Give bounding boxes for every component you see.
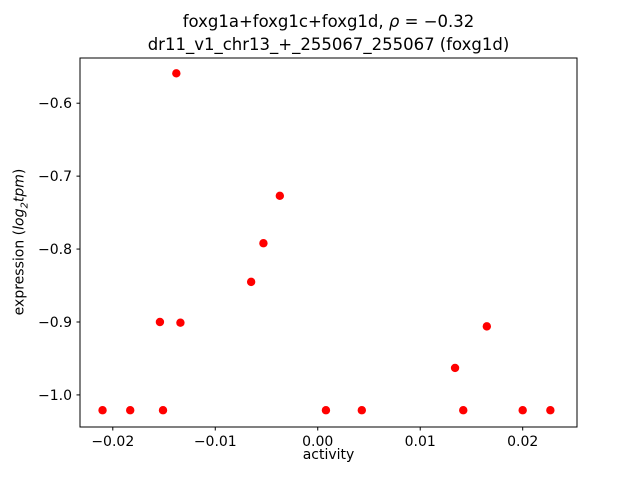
scatter-point: [459, 406, 468, 415]
y-tick-label: −0.8: [38, 242, 72, 258]
scatter-point: [357, 406, 367, 415]
plot-title: foxg1a+foxg1c+foxg1d, ρ = −0.32: [80, 10, 577, 33]
axes-spine: [79, 57, 578, 428]
scatter-point: [518, 406, 527, 415]
y-tick-label: −0.6: [38, 96, 72, 112]
plot-subtitle: dr11_v1_chr13_+_255067_255067 (foxg1d): [147, 35, 510, 54]
title-genes: foxg1a+foxg1c+foxg1d,: [182, 12, 389, 31]
scatter-point: [275, 191, 285, 201]
scatter-point: [450, 363, 460, 373]
scatter-point: [158, 406, 168, 415]
x-axis-label: activity: [302, 447, 355, 463]
scatter-point: [176, 318, 185, 327]
scatter-point: [246, 277, 256, 287]
chart-title-block: foxg1a+foxg1c+foxg1d, ρ = −0.32 dr11_v1_…: [80, 10, 577, 56]
scatter-point: [259, 239, 268, 248]
y-tick-label: −0.7: [38, 169, 72, 185]
scatter-point: [126, 406, 135, 415]
scatter-point: [482, 322, 492, 331]
scatter-point: [155, 317, 165, 327]
title-rho-symbol: ρ: [388, 12, 400, 31]
title-rho-value: = −0.32: [399, 12, 475, 31]
x-tick-label: 0.02: [507, 434, 538, 450]
y-tick-label: −1.0: [38, 388, 72, 404]
x-tick-label: 0.01: [405, 434, 436, 450]
scatter-point: [98, 406, 107, 415]
x-tick-label: −0.02: [91, 434, 134, 450]
scatter-point: [546, 406, 555, 415]
y-tick-label: −0.9: [38, 315, 72, 331]
scatter-point: [172, 69, 181, 78]
x-tick-label: 0.00: [302, 434, 333, 450]
x-tick-label: −0.01: [194, 434, 237, 450]
scatter-point: [321, 406, 331, 415]
